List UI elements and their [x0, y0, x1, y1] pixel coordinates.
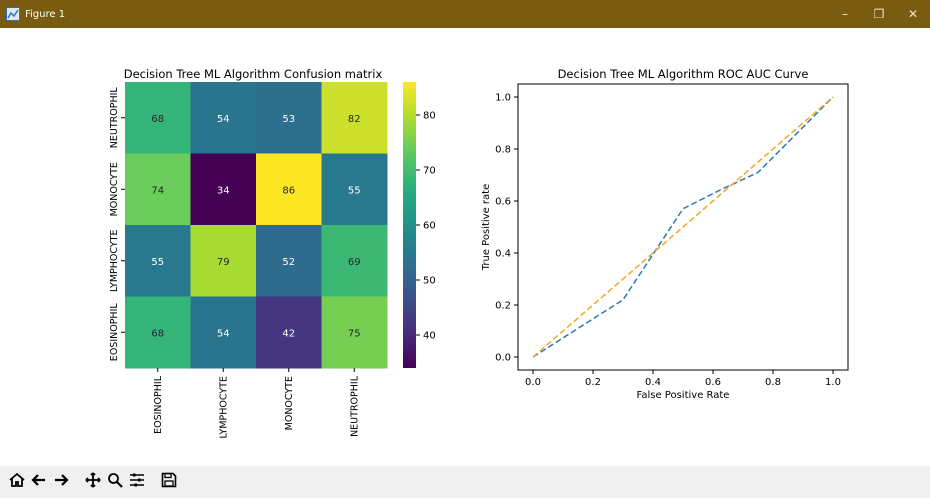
heatmap-cell-value: 86 [282, 185, 295, 196]
heatmap-title: Decision Tree ML Algorithm Confusion mat… [124, 67, 383, 81]
heatmap-cell [321, 82, 388, 154]
pan-button[interactable] [82, 471, 104, 493]
heatmap-cell [321, 153, 388, 226]
back-button[interactable] [28, 471, 50, 493]
colorbar-gradient [403, 82, 416, 368]
roc-xtick-label: 0.2 [585, 377, 601, 388]
colorbar-tick-label: 60 [423, 221, 436, 232]
zoom-icon [106, 471, 124, 493]
zoom-button[interactable] [104, 471, 126, 493]
heatmap-cell-value: 82 [348, 114, 361, 125]
heatmap-cell [321, 225, 388, 297]
figure-app-icon [6, 7, 20, 21]
roc-ytick-label: 0.2 [495, 301, 511, 312]
heatmap-cell [321, 296, 388, 369]
home-button[interactable] [6, 471, 28, 493]
colorbar-tick-label: 40 [423, 331, 436, 342]
roc-ticks: 0.0 0.2 0.4 0.6 0.8 1.0 0.0 0.2 0.4 0.6 0.8 1.0 [495, 93, 841, 389]
heatmap-row-labels: NEUTROPHIL MONOCYTE LYMPHOCYTE EOSINOPHIL [109, 87, 125, 362]
roc-xlabel: False Positive Rate [637, 390, 730, 401]
heatmap-col-labels: EOSINOPHIL LYMPHOCYTE MONOCYTE NEUTROPHIL [153, 368, 360, 438]
window-titlebar: Figure 1 – ❐ ✕ [0, 0, 930, 28]
heatmap-col-label: EOSINOPHIL [153, 375, 164, 434]
heatmap-cell-value: 53 [282, 114, 295, 125]
heatmap-cell [125, 153, 191, 226]
heatmap-cell [190, 82, 257, 154]
heatmap-cell-value: 42 [282, 328, 295, 339]
heatmap-cell [125, 82, 191, 154]
roc-series-line-2 [532, 96, 834, 358]
heatmap-cell-value: 54 [217, 328, 230, 339]
heatmap-cell-value: 75 [348, 328, 361, 339]
heatmap-cell-value: 79 [217, 257, 230, 268]
roc-ytick-label: 0.4 [495, 249, 511, 260]
colorbar-tick-label: 50 [423, 276, 436, 287]
figure-svg: Decision Tree ML Algorithm Confusion mat… [109, 67, 849, 438]
heatmap-cell-value: 74 [151, 185, 164, 196]
roc-ytick-label: 1.0 [495, 93, 511, 104]
roc-xtick-label: 0.8 [765, 377, 781, 388]
heatmap-cell [125, 296, 191, 369]
colorbar: 80 70 60 50 40 [403, 82, 436, 368]
colorbar-tick-label: 80 [423, 111, 436, 122]
back-icon [30, 471, 48, 493]
heatmap-cell-value: 34 [217, 185, 230, 196]
heatmap-row-label: NEUTROPHIL [109, 87, 120, 149]
heatmap-cell [190, 296, 257, 369]
minimize-button[interactable]: – [842, 7, 848, 21]
heatmap-row-label: MONOCYTE [109, 162, 120, 216]
heatmap-cell-value: 68 [151, 328, 164, 339]
heatmap-cell-value: 52 [282, 257, 295, 268]
figure-canvas: Decision Tree ML Algorithm Confusion mat… [0, 28, 930, 466]
roc-ylabel: True Positive rate [481, 184, 492, 271]
roc-ytick-label: 0.0 [495, 353, 511, 364]
roc-xtick-label: 1.0 [825, 377, 841, 388]
close-button[interactable]: ✕ [907, 7, 919, 21]
configure-subplots-icon [128, 471, 146, 493]
navigation-toolbar [0, 466, 930, 498]
heatmap-cell [125, 225, 191, 297]
window-title: Figure 1 [25, 8, 66, 20]
window-controls: – ❐ ✕ [828, 0, 930, 28]
heatmap-col-label: MONOCYTE [284, 376, 295, 430]
roc-title: Decision Tree ML Algorithm ROC AUC Curve [558, 67, 809, 81]
roc-axes-frame [517, 83, 849, 371]
roc-ytick-label: 0.8 [495, 145, 511, 156]
heatmap-cell [256, 82, 322, 154]
forward-icon [52, 471, 70, 493]
heatmap-col-label: NEUTROPHIL [349, 375, 360, 437]
heatmap-cell [190, 225, 257, 297]
restore-button[interactable]: ❐ [873, 7, 885, 21]
heatmap-cell [256, 153, 322, 226]
heatmap-cell-value: 68 [151, 114, 164, 125]
roc-plot: Decision Tree ML Algorithm ROC AUC Curve… [481, 67, 849, 401]
heatmap-plot: Decision Tree ML Algorithm Confusion mat… [109, 67, 388, 438]
heatmap-cells: 68 54 53 82 74 34 86 55 55 79 52 69 68 54 42 75 [125, 82, 388, 369]
heatmap-cell-value: 55 [151, 257, 164, 268]
heatmap-col-label: LYMPHOCYTE [218, 376, 229, 438]
roc-xtick-label: 0.0 [525, 377, 541, 388]
heatmap-cell-value: 54 [217, 114, 230, 125]
save-icon [160, 471, 178, 493]
heatmap-row-label: LYMPHOCYTE [109, 230, 120, 292]
pan-icon [84, 471, 102, 493]
heatmap-cell-value: 69 [348, 257, 361, 268]
roc-ytick-label: 0.6 [495, 197, 511, 208]
colorbar-ticks: 80 70 60 50 40 [416, 111, 436, 342]
roc-lines [532, 96, 834, 358]
heatmap-cell-value: 55 [348, 185, 361, 196]
heatmap-cell [256, 225, 322, 297]
heatmap-cell [190, 153, 257, 226]
roc-xtick-label: 0.4 [645, 377, 661, 388]
heatmap-cell [256, 296, 322, 369]
save-button[interactable] [158, 471, 180, 493]
colorbar-tick-label: 70 [423, 166, 436, 177]
home-icon [8, 471, 26, 493]
configure-subplots-button[interactable] [126, 471, 148, 493]
heatmap-row-label: EOSINOPHIL [109, 303, 120, 362]
roc-series-line-1 [532, 96, 834, 358]
forward-button[interactable] [50, 471, 72, 493]
roc-xtick-label: 0.6 [705, 377, 721, 388]
